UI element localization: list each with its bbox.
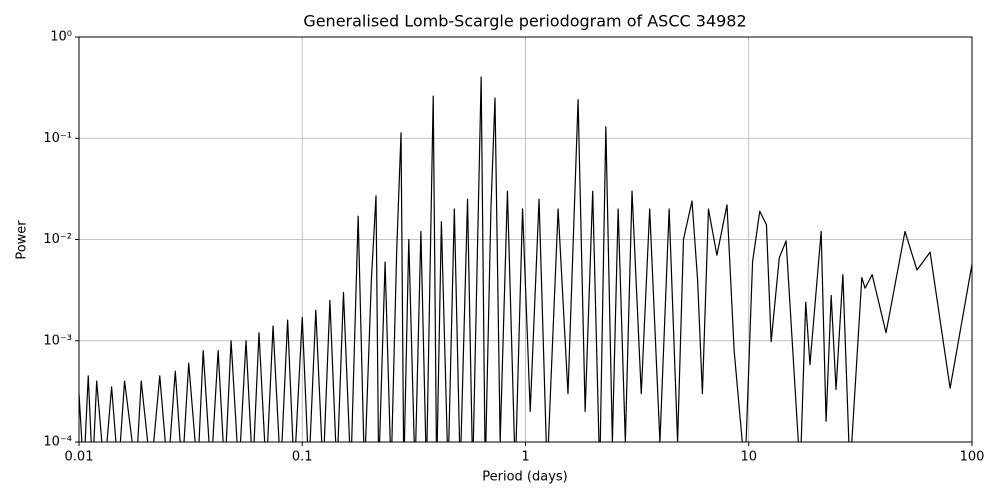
y-axis-label: Power bbox=[15, 220, 30, 260]
x-axis-label: Period (days) bbox=[482, 470, 568, 485]
ticks: 0.01 0.1 1 10 100 10⁻⁴ 10⁻³ 10⁻² 10⁻¹ 10⁰ bbox=[43, 30, 984, 465]
y-tick-label: 10⁰ bbox=[50, 30, 72, 45]
y-tick-label: 10⁻² bbox=[43, 232, 72, 247]
plot-area bbox=[79, 76, 972, 442]
y-tick-label: 10⁻⁴ bbox=[43, 435, 72, 450]
chart-title: Generalised Lomb-Scargle periodogram of … bbox=[303, 12, 746, 31]
x-tick-label: 100 bbox=[960, 450, 985, 465]
x-tick-label: 0.1 bbox=[292, 450, 313, 465]
y-tick-label: 10⁻³ bbox=[43, 333, 72, 348]
x-tick-label: 1 bbox=[521, 450, 529, 465]
periodogram-line bbox=[79, 76, 972, 442]
x-tick-label: 0.01 bbox=[65, 450, 94, 465]
x-tick-label: 10 bbox=[740, 450, 757, 465]
y-tick-label: 10⁻¹ bbox=[43, 131, 72, 146]
